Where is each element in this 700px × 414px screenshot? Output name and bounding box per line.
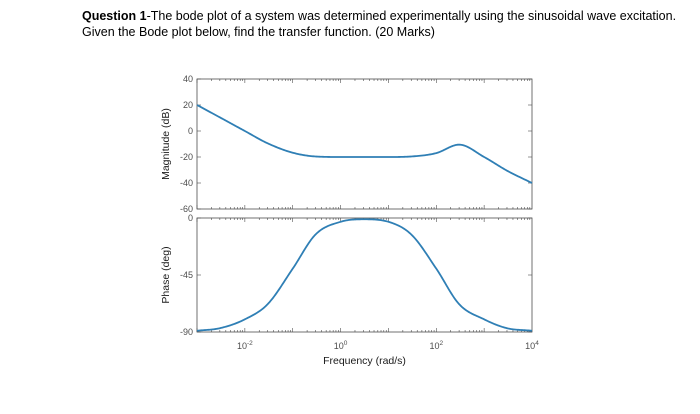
magnitude-series-line [196, 104, 533, 184]
phase-x-tick-label: 100 [334, 340, 348, 351]
question-text: Question 1-The bode plot of a system was… [82, 8, 682, 40]
magnitude-y-tick-label: -20 [180, 152, 193, 162]
phase-series-line [196, 218, 533, 332]
question-body: -The bode plot of a system was determine… [82, 9, 677, 39]
phase-panel: 0 -45 -90 Phase (deg) 10-2 100 102 104 Frequency… [160, 213, 539, 367]
phase-x-tick-label: 102 [429, 340, 443, 351]
magnitude-y-tick-label: -40 [180, 178, 193, 188]
magnitude-y-tick-label: 40 [183, 74, 193, 84]
magnitude-y-tick-label: 20 [183, 100, 193, 110]
phase-y-tick-label: 0 [188, 213, 193, 223]
phase-y-tick-label: -45 [180, 270, 193, 280]
phase-x-axis-label: Frequency (rad/s) [323, 355, 406, 367]
question-number: Question 1 [82, 9, 147, 23]
magnitude-y-tick-label: -60 [180, 204, 193, 214]
magnitude-y-axis-label: Magnitude (dB) [160, 108, 172, 180]
phase-y-axis-label: Phase (deg) [160, 246, 172, 303]
phase-y-tick-label: -90 [180, 327, 193, 337]
phase-axes-frame [196, 217, 533, 333]
magnitude-y-tick-label: 0 [188, 126, 193, 136]
magnitude-axes-frame [196, 78, 533, 210]
phase-x-tick-label: 104 [525, 340, 539, 351]
phase-x-tick-label: 10-2 [237, 340, 253, 351]
magnitude-panel: 40 20 0 -20 -40 -60 Magnitude (dB) [160, 74, 533, 214]
